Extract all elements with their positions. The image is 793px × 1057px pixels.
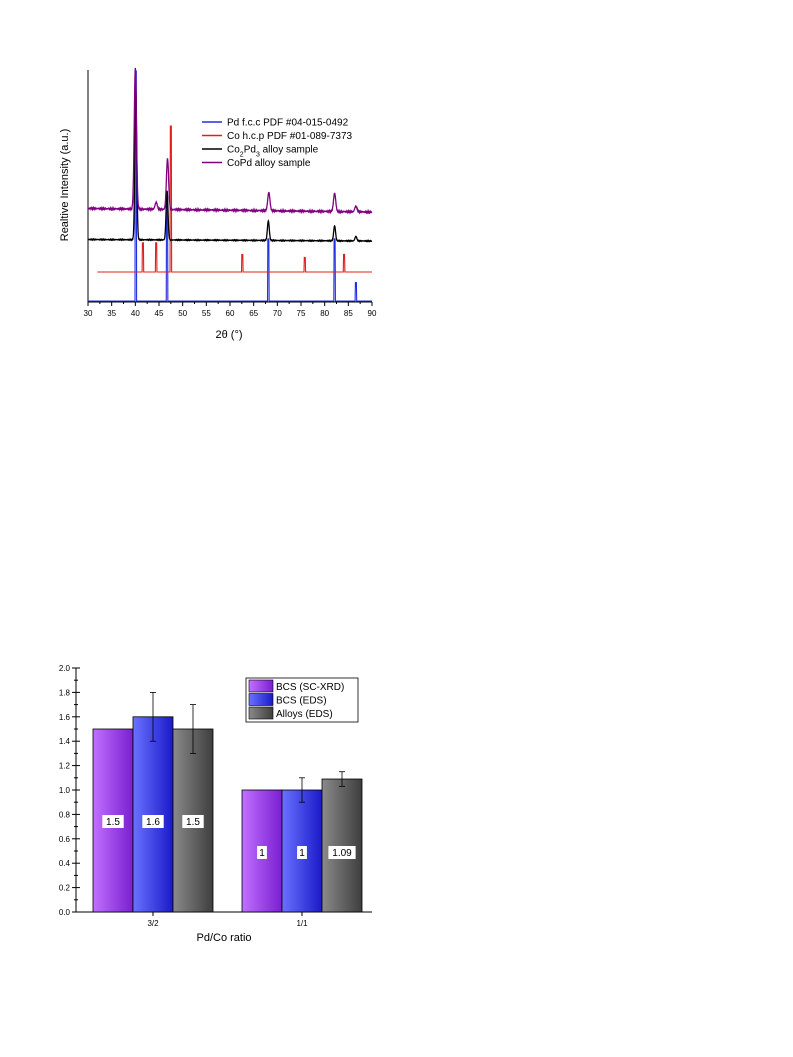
bar-y-tick-label: 1.4	[59, 737, 71, 746]
bar-y-tick-label: 1.0	[59, 786, 71, 795]
bar-y-axis-ticks: 0.0 0.2 0.4 0.6 0.8 1.0 1.2 1.4 1.6 1.8 2.0	[59, 664, 80, 917]
bar-value-label: 1.5	[106, 817, 120, 828]
xrd-x-axis-ticks: 30 35 40 45 50 55 60 65 70 75 80 85 90	[84, 302, 377, 318]
xrd-series-line-0	[88, 70, 372, 302]
xrd-legend-label: Co h.c.p PDF #01-089-7373	[227, 131, 353, 142]
xrd-legend-label: CoPd alloy sample	[227, 158, 311, 169]
xrd-series-line-2	[87, 89, 373, 243]
bar-value-label-bg	[142, 815, 164, 828]
xrd-x-tick-label: 85	[344, 309, 353, 318]
bar-value-label: 1.6	[146, 817, 160, 828]
xrd-x-tick-label: 75	[297, 309, 306, 318]
bar-legend-label: Alloys (EDS)	[276, 709, 333, 720]
bar-value-label: 1.5	[186, 817, 200, 828]
bar-chart: 1.5 1.6 1.5 1 1 1.09 0.0 0.2 0.4 0.6 0.8 1.0 1.2 1.4…	[59, 664, 372, 944]
xrd-x-tick-label: 90	[368, 309, 377, 318]
bar-legend-swatch	[248, 706, 274, 720]
bar-value-label: 1	[299, 848, 305, 859]
bar-value-label-bg	[257, 846, 267, 859]
xrd-legend: Pd f.c.c PDF #04-015-0492 Co h.c.p PDF #0…	[202, 118, 353, 169]
bar-category-label: 3/2	[147, 919, 159, 928]
xrd-x-axis-label: 2θ (°)	[215, 329, 242, 341]
xrd-series-line-1	[97, 125, 372, 273]
xrd-x-tick-label: 45	[155, 309, 164, 318]
xrd-y-axis-label: Realtive Intensity (a.u.)	[59, 129, 71, 242]
xrd-x-tick-label: 30	[84, 309, 93, 318]
xrd-x-tick-label: 65	[249, 309, 258, 318]
xrd-x-tick-label: 80	[320, 309, 329, 318]
bar-plot-area: 1.5 1.6 1.5 1 1 1.09	[75, 668, 372, 913]
xrd-x-tick-label: 35	[107, 309, 116, 318]
bar-rect	[132, 716, 174, 913]
xrd-x-tick-label: 40	[131, 309, 140, 318]
xrd-legend-label: Pd f.c.c PDF #04-015-0492	[227, 118, 349, 129]
xrd-x-tick-label: 60	[226, 309, 235, 318]
bar-legend-swatch	[248, 679, 274, 693]
bar-legend-label: BCS (SC-XRD)	[276, 682, 344, 693]
bar-y-tick-label: 0.2	[59, 884, 71, 893]
xrd-x-tick-label: 70	[273, 309, 282, 318]
bar-value-label: 1.09	[332, 848, 352, 859]
xrd-plot-area	[87, 67, 373, 303]
bar-value-label-bg	[182, 815, 204, 828]
bar-legend: BCS (SC-XRD) BCS (EDS) Alloys (EDS)	[245, 677, 359, 723]
bar-legend-label: BCS (EDS)	[276, 696, 327, 707]
bar-value-label-bg	[328, 846, 356, 859]
bar-y-tick-label: 0.8	[59, 810, 71, 819]
bar-y-tick-label: 2.0	[59, 664, 71, 673]
bar-category-label: 1/1	[296, 919, 308, 928]
bar-value-label-bg	[102, 815, 124, 828]
xrd-series-line-3	[87, 67, 373, 215]
bar-y-tick-label: 1.6	[59, 713, 71, 722]
xrd-chart: 30 35 40 45 50 55 60 65 70 75 80 85 90 2θ (°) Realti…	[59, 67, 377, 341]
bar-y-tick-label: 0.0	[59, 908, 71, 917]
xrd-x-tick-label: 55	[202, 309, 211, 318]
bar-y-tick-label: 1.2	[59, 762, 71, 771]
bar-legend-swatch	[248, 693, 274, 706]
xrd-x-tick-label: 50	[178, 309, 187, 318]
bar-y-tick-label: 0.4	[59, 859, 71, 868]
bar-value-label: 1	[259, 848, 265, 859]
bar-x-axis-categories: 3/2 1/1	[147, 912, 308, 928]
bar-x-axis-label: Pd/Co ratio	[196, 932, 251, 944]
bar-y-tick-label: 0.6	[59, 835, 71, 844]
bar-y-tick-label: 1.8	[59, 688, 71, 697]
bar-value-label-bg	[297, 846, 307, 859]
bar-rect	[321, 778, 363, 913]
xrd-legend-label: Co2Pd3 alloy sample	[227, 145, 319, 159]
